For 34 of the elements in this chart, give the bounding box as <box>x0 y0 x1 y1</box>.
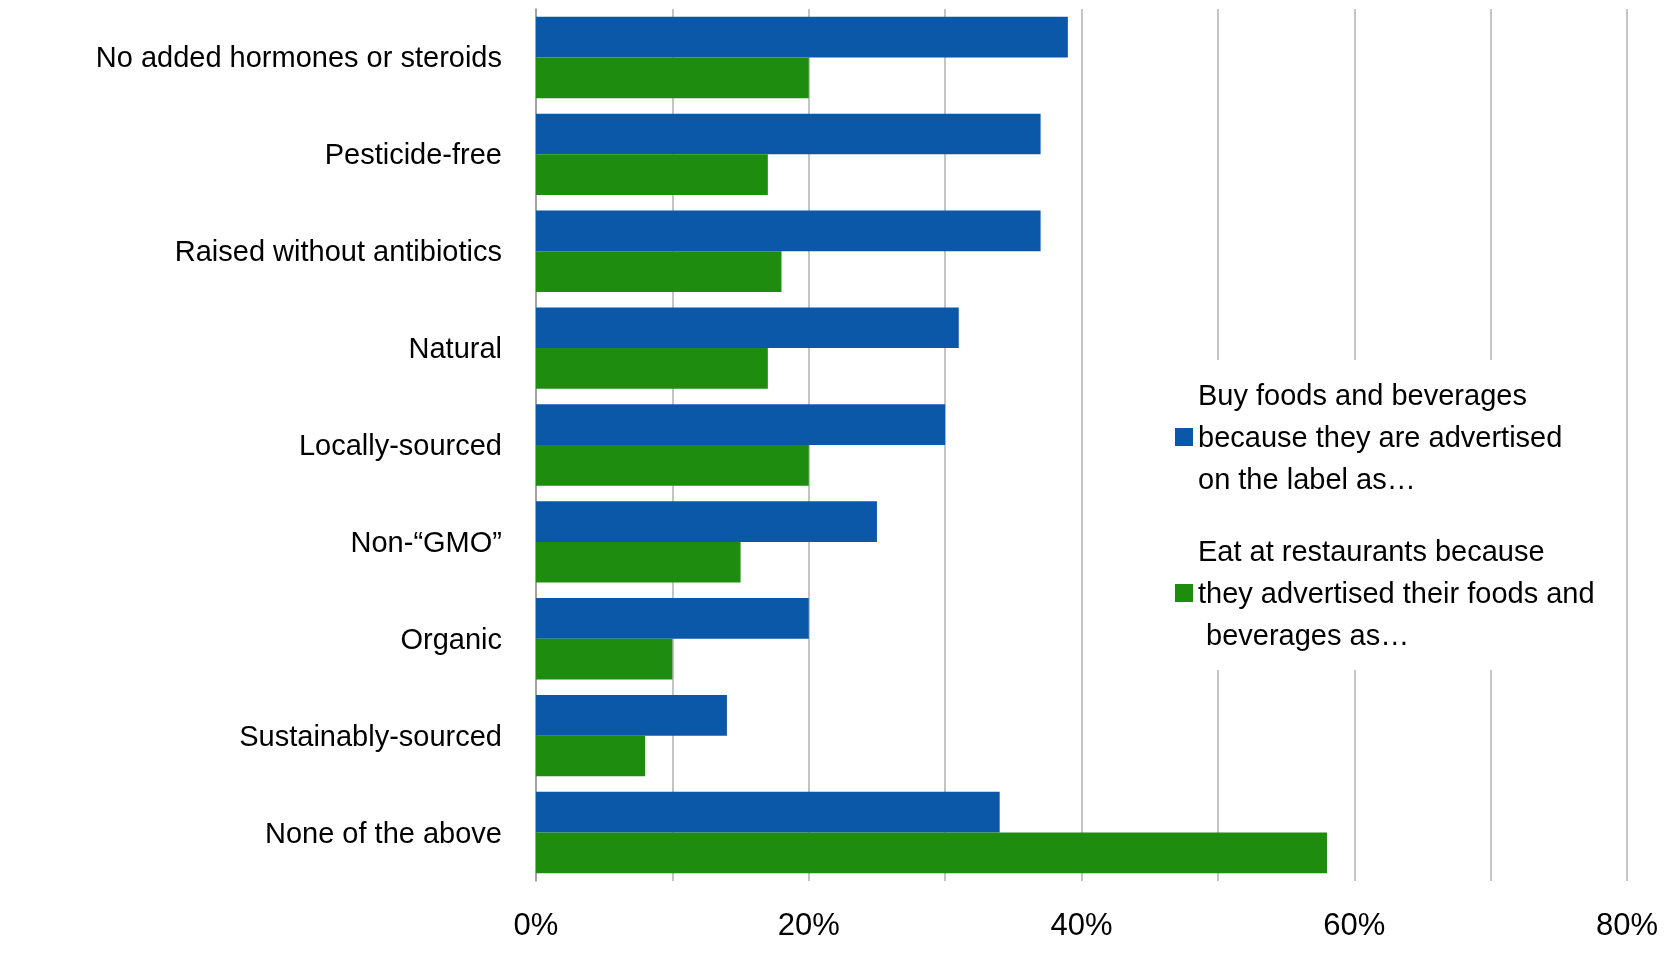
bar <box>536 694 727 736</box>
y-tick-label: Natural <box>408 332 502 365</box>
bar <box>536 57 809 99</box>
y-tick-label: None of the above <box>264 816 502 849</box>
bar <box>536 501 877 542</box>
bar <box>536 348 768 389</box>
bar <box>536 16 1068 58</box>
bar <box>536 251 782 292</box>
y-tick-label: Locally-sourced <box>298 429 502 461</box>
y-tick-label: Pesticide-free <box>324 138 502 171</box>
legend-label: Buy foods and beverages because they are advertised on the label as… <box>1198 379 1571 495</box>
y-tick-label: Raised without antibiotics <box>174 235 502 268</box>
bar <box>536 445 809 486</box>
bar <box>536 404 946 445</box>
x-tick-label: 0% <box>513 907 559 942</box>
bar <box>536 154 768 196</box>
bar <box>536 638 673 680</box>
bar <box>536 832 1327 874</box>
bar <box>536 210 1041 252</box>
bar <box>536 791 1000 833</box>
y-tick-label: Organic <box>400 622 502 655</box>
y-tick-label: Sustainably-sourced <box>239 719 502 752</box>
x-tick-label: 60% <box>1323 907 1386 942</box>
x-tick-label: 20% <box>777 907 840 942</box>
x-tick-label: 40% <box>1050 907 1113 942</box>
bar <box>536 598 809 639</box>
bar <box>536 113 1041 155</box>
bar <box>536 735 646 777</box>
x-tick-label: 80% <box>1595 907 1659 942</box>
bar <box>536 541 741 583</box>
y-tick-label: Non-“GMO” <box>350 525 502 558</box>
bar <box>536 307 959 349</box>
legend-label: Eat at restaurants because they advertised their foods and beverages as… <box>1198 535 1595 651</box>
y-tick-label: No added hormones or steroids <box>95 41 502 74</box>
